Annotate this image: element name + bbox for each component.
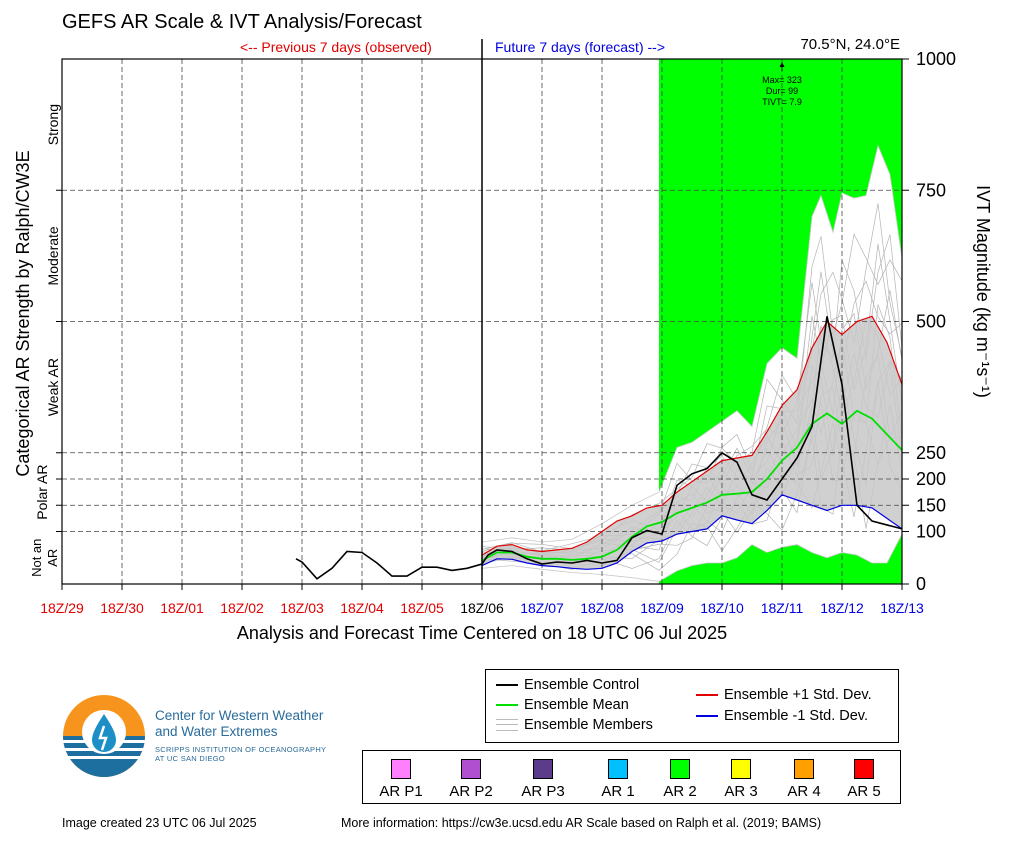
legend: Ensemble Control Ensemble Mean Ensemble … bbox=[485, 669, 899, 743]
x-tick-label: 18Z/08 bbox=[580, 600, 624, 616]
x-tick-label: 18Z/01 bbox=[160, 600, 204, 616]
legend-mean: Ensemble Mean bbox=[496, 697, 629, 713]
legend-mean-label: Ensemble Mean bbox=[524, 697, 629, 713]
category-label: Polar AR bbox=[34, 465, 50, 520]
ar-scale-item: AR P3 bbox=[508, 759, 578, 800]
logo-line-1: Center for Western Weather bbox=[155, 708, 324, 723]
x-tick-label: 18Z/07 bbox=[520, 600, 564, 616]
category-label: Moderate bbox=[45, 226, 61, 285]
ar-scale-swatch bbox=[670, 759, 690, 779]
ar-scale-label: AR 2 bbox=[663, 783, 697, 800]
y-tick-label: 750 bbox=[916, 180, 946, 200]
ar-scale-swatch bbox=[391, 759, 411, 779]
ar-scale-swatch bbox=[794, 759, 814, 779]
y-tick-label: 150 bbox=[916, 495, 946, 515]
x-tick-label: 18Z/10 bbox=[700, 600, 744, 616]
ar-scale-item: AR 5 bbox=[829, 759, 899, 800]
logo-sub-1: SCRIPPS INSTITUTION OF OCEANOGRAPHY bbox=[155, 745, 327, 754]
ar-scale-legend: AR P1 AR P2 AR P3 AR 1 AR 2 AR 3 AR 4 AR… bbox=[362, 750, 901, 804]
control-line bbox=[295, 316, 903, 580]
y-tick-label: 100 bbox=[916, 522, 946, 542]
x-tick-label: 18Z/04 bbox=[340, 600, 384, 616]
legend-members-swatch bbox=[496, 719, 518, 731]
legend-control-swatch bbox=[496, 684, 518, 686]
legend-plus-swatch bbox=[696, 694, 718, 696]
ar-scale-swatch bbox=[533, 759, 553, 779]
logo-text: Center for Western Weather and Water Ext… bbox=[155, 708, 323, 740]
ar-scale-item: AR 3 bbox=[706, 759, 776, 800]
x-tick-label: 18Z/30 bbox=[100, 600, 144, 616]
chart-title: GEFS AR Scale & IVT Analysis/Forecast bbox=[62, 11, 422, 33]
x-tick-label: 18Z/06 bbox=[460, 600, 504, 616]
legend-mean-swatch bbox=[496, 704, 518, 706]
x-tick-label: 18Z/03 bbox=[280, 600, 324, 616]
annotation-arrowhead bbox=[779, 62, 785, 67]
annotation-text: TIVT= 7.9 bbox=[762, 97, 802, 107]
x-tick-label: 18Z/05 bbox=[400, 600, 444, 616]
ar-scale-swatch bbox=[608, 759, 628, 779]
ar-scale-item: AR 4 bbox=[769, 759, 839, 800]
category-label: Weak AR bbox=[45, 358, 61, 416]
y-tick-label: 500 bbox=[916, 312, 946, 332]
category-label: Not an bbox=[29, 539, 44, 577]
category-label: AR bbox=[45, 549, 60, 567]
y-tick-label: 1000 bbox=[916, 49, 956, 69]
right-axis-label: IVT Magnitude (kg m⁻¹s⁻¹) bbox=[973, 185, 993, 398]
x-tick-label: 18Z/02 bbox=[220, 600, 264, 616]
annotation-text: Dur= 99 bbox=[766, 86, 798, 96]
legend-control-label: Ensemble Control bbox=[524, 677, 640, 693]
cw3e-logo bbox=[63, 695, 145, 777]
x-tick-label: 18Z/29 bbox=[40, 600, 84, 616]
left-axis-label: Categorical AR Strength by Ralph/CW3E bbox=[13, 150, 33, 476]
x-tick-label: 18Z/13 bbox=[880, 600, 924, 616]
ar-scale-item: AR 2 bbox=[645, 759, 715, 800]
mean-line bbox=[481, 409, 903, 562]
logo-subtext: SCRIPPS INSTITUTION OF OCEANOGRAPHY AT U… bbox=[155, 745, 326, 763]
x-tick-label: 18Z/11 bbox=[761, 600, 804, 616]
minus-std-line bbox=[481, 494, 903, 570]
legend-members-label: Ensemble Members bbox=[524, 717, 653, 733]
ar-scale-label: AR 5 bbox=[847, 783, 881, 800]
category-label: Strong bbox=[45, 104, 61, 145]
location-label: 70.5°N, 24.0°E bbox=[800, 36, 900, 53]
annotation-text: Max= 323 bbox=[762, 75, 802, 85]
ar-scale-swatch bbox=[461, 759, 481, 779]
x-tick-label: 18Z/12 bbox=[820, 600, 864, 616]
legend-minus-swatch bbox=[696, 715, 718, 717]
ar-scale-swatch bbox=[854, 759, 874, 779]
y-tick-label: 200 bbox=[916, 469, 946, 489]
ar-scale-item: AR 1 bbox=[583, 759, 653, 800]
footer-created: Image created 23 UTC 06 Jul 2025 bbox=[62, 816, 257, 830]
ar-scale-label: AR P1 bbox=[379, 783, 423, 800]
ar-scale-label: AR 4 bbox=[787, 783, 821, 800]
legend-plus-label: Ensemble +1 Std. Dev. bbox=[724, 687, 872, 703]
logo-line-2: and Water Extremes bbox=[155, 724, 278, 739]
plus-std-line bbox=[481, 315, 903, 556]
legend-minus-std: Ensemble -1 Std. Dev. bbox=[696, 708, 868, 724]
y-tick-label: 250 bbox=[916, 443, 946, 463]
ar-scale-swatch bbox=[731, 759, 751, 779]
legend-members: Ensemble Members bbox=[496, 717, 653, 733]
logo-sub-2: AT UC SAN DIEGO bbox=[155, 754, 226, 763]
x-axis-label: Analysis and Forecast Time Centered on 1… bbox=[236, 623, 728, 643]
std-dev-band bbox=[482, 316, 902, 570]
ar-scale-label: AR P2 bbox=[449, 783, 493, 800]
x-tick-label: 18Z/09 bbox=[640, 600, 684, 616]
y-tick-label: 0 bbox=[916, 574, 926, 594]
legend-plus-std: Ensemble +1 Std. Dev. bbox=[696, 687, 872, 703]
ar-scale-item: AR P2 bbox=[436, 759, 506, 800]
future-days-label: Future 7 days (forecast) --> bbox=[495, 39, 666, 55]
legend-minus-label: Ensemble -1 Std. Dev. bbox=[724, 708, 868, 724]
ar-scale-label: AR P3 bbox=[521, 783, 565, 800]
ar-scale-label: AR 1 bbox=[601, 783, 635, 800]
ar-scale-item: AR P1 bbox=[366, 759, 436, 800]
ar-scale-label: AR 3 bbox=[724, 783, 758, 800]
footer-info: More information: https://cw3e.ucsd.edu … bbox=[341, 816, 822, 830]
legend-control: Ensemble Control bbox=[496, 677, 639, 693]
previous-days-label: <-- Previous 7 days (observed) bbox=[240, 39, 432, 55]
